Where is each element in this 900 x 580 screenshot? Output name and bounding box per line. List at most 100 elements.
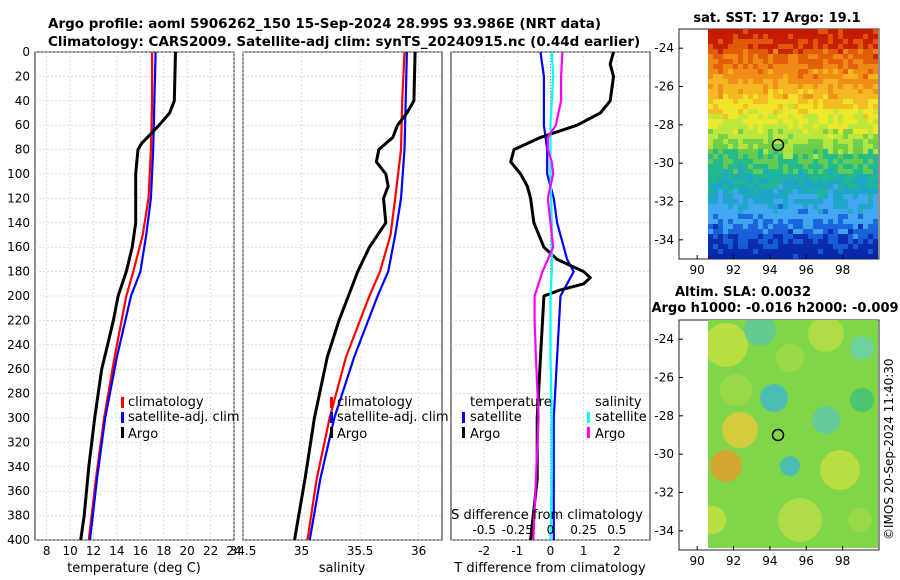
sst-cell [803,184,808,189]
sst-cell [788,224,793,229]
sst-cell [728,174,733,179]
sst-cell [798,129,803,134]
sst-cell [748,39,753,44]
sst-cell [713,29,718,34]
sst-cell [728,34,733,39]
sst-cell [723,64,728,69]
sst-cell [723,219,728,224]
sst-cell [823,139,828,144]
sst-cell [758,209,763,214]
sst-cell [803,94,808,99]
sst-cell [748,169,753,174]
sst-cell [833,49,838,54]
sst-cell [843,124,848,129]
sst-cell [718,59,723,64]
sst-cell [753,99,758,104]
sst-cell [763,134,768,139]
sst-cell [783,164,788,169]
sst-cell [788,69,793,74]
sst-cell [863,184,868,189]
sst-cell [828,179,833,184]
x-tick-label: 34.5 [230,544,257,558]
sst-cell [778,239,783,244]
sst-cell [723,89,728,94]
sst-cell [813,134,818,139]
sst-cell [798,164,803,169]
sst-cell [783,214,788,219]
sst-cell [743,229,748,234]
sst-cell [768,44,773,49]
sst-cell [858,54,863,59]
sst-cell [823,134,828,139]
sst-cell [763,79,768,84]
sst-cell [788,49,793,54]
sla-blob [778,498,822,542]
sst-cell [748,209,753,214]
sst-cell [853,34,858,39]
sst-cell [873,244,878,249]
sst-cell [828,119,833,124]
sst-cell [813,59,818,64]
sst-cell [858,244,863,249]
sst-cell [768,159,773,164]
sst-cell [853,199,858,204]
sst-cell [768,59,773,64]
sst-cell [753,139,758,144]
sst-cell [763,49,768,54]
sst-cell [783,219,788,224]
sst-cell [853,169,858,174]
sst-cell [808,89,813,94]
sst-cell [823,149,828,154]
sst-cell [823,99,828,104]
sst-cell [818,209,823,214]
sst-cell [853,64,858,69]
sst-cell [773,229,778,234]
sla-heatmap [708,320,878,548]
sst-cell [873,169,878,174]
sst-cell [853,254,858,259]
sst-cell [853,44,858,49]
sst-cell [868,124,873,129]
sst-cell [858,34,863,39]
sst-cell [793,139,798,144]
sst-cell [793,114,798,119]
sst-cell [838,214,843,219]
sst-cell [853,54,858,59]
sst-cell [758,164,763,169]
sst-cell [798,249,803,254]
sst-cell [758,99,763,104]
sst-cell [748,194,753,199]
sst-cell [873,49,878,54]
sst-cell [843,174,848,179]
sst-cell [708,99,713,104]
sst-cell [743,154,748,159]
sst-cell [763,219,768,224]
map-y-tick-label: -34 [654,233,674,247]
sst-cell [838,74,843,79]
sst-cell [778,224,783,229]
sst-cell [738,69,743,74]
sst-cell [858,204,863,209]
sst-cell [733,249,738,254]
sst-cell [828,74,833,79]
sst-cell [838,119,843,124]
sst-cell [718,159,723,164]
sst-cell [813,129,818,134]
sst-cell [748,104,753,109]
sst-cell [763,229,768,234]
sst-cell [763,104,768,109]
sst-cell [818,194,823,199]
sst-cell [743,199,748,204]
sst-cell [808,199,813,204]
sst-cell [738,249,743,254]
sst-cell [863,74,868,79]
legend-swatch-satellite [330,412,333,423]
sst-cell [773,84,778,89]
sst-cell [823,229,828,234]
sst-cell [848,189,853,194]
sst-cell [773,49,778,54]
sst-cell [838,34,843,39]
sst-cell [748,54,753,59]
sst-cell [833,169,838,174]
sst-cell [843,79,848,84]
